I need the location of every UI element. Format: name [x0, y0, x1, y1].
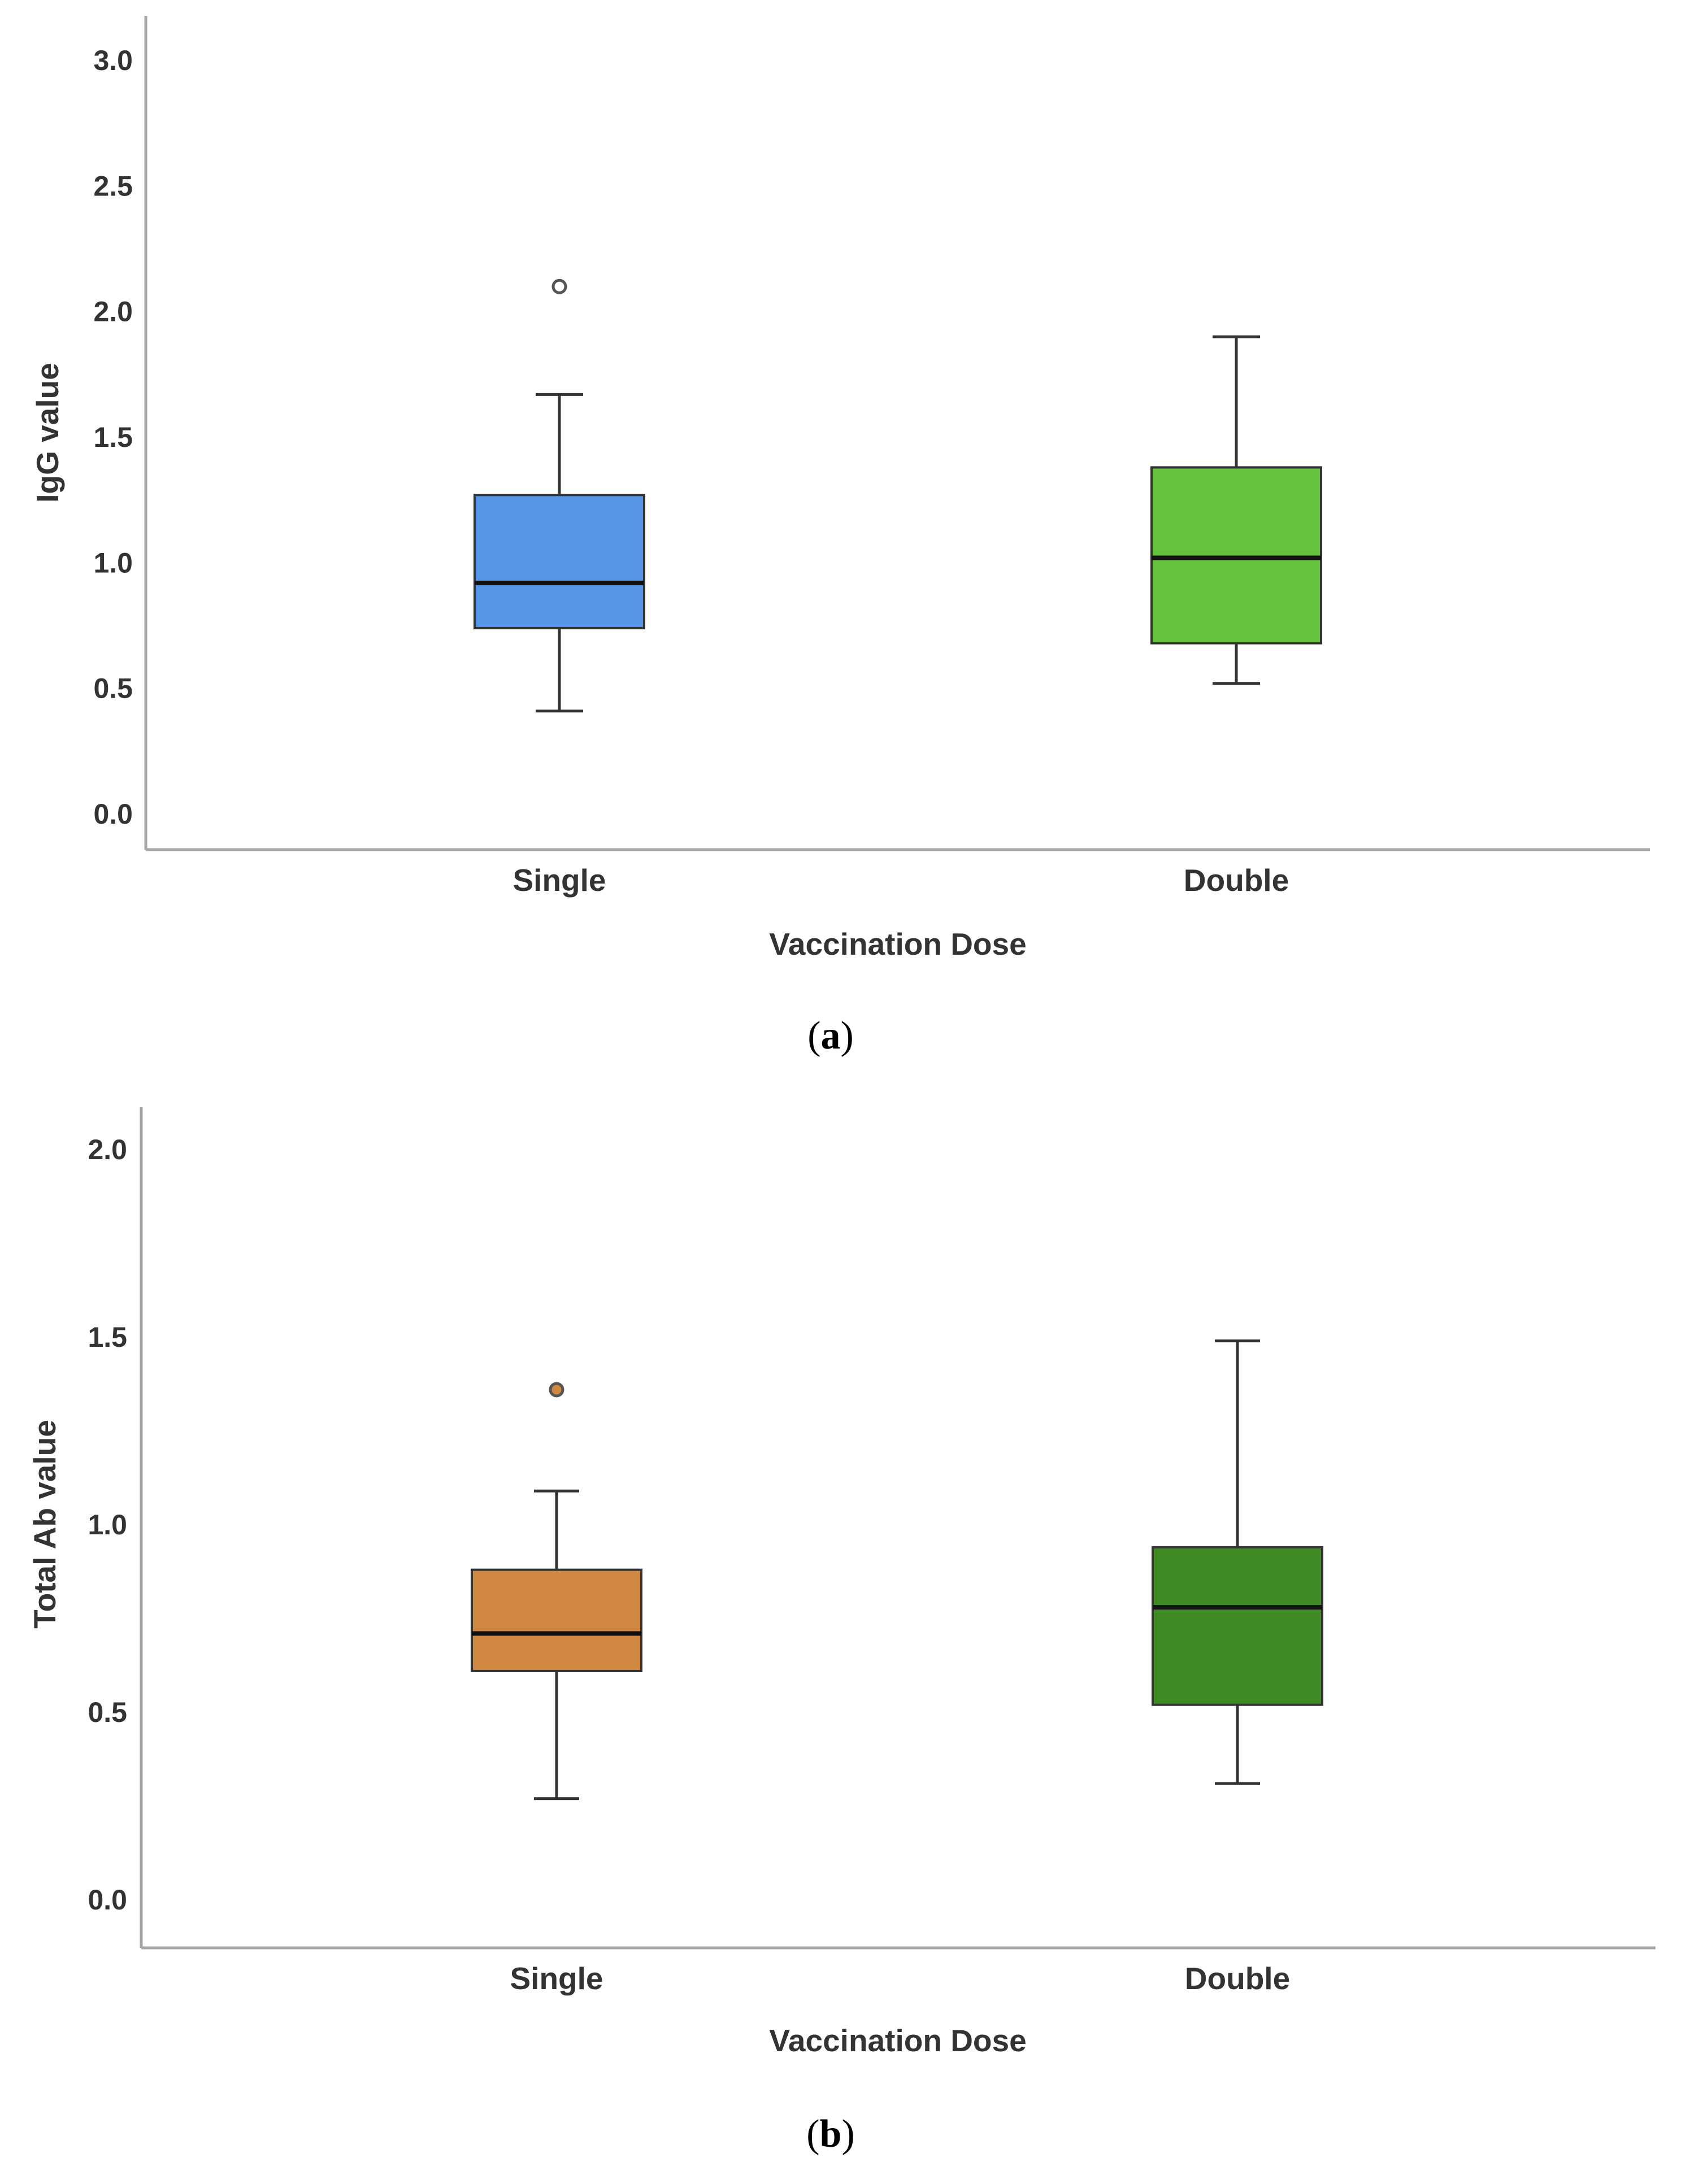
outlier-point: [549, 1382, 564, 1398]
panel-b-y-tick-label: 2.0: [88, 1134, 127, 1165]
panel-a-y-tick-label: 2.5: [93, 170, 133, 202]
outlier-point: [551, 279, 567, 294]
panel-b-box-double: [1152, 1339, 1323, 1785]
panel-a-y-axis-title: IgG value: [30, 363, 65, 503]
panel-a-category-label-single: Single: [512, 863, 606, 898]
panel-b-y-tick-label: 1.5: [88, 1321, 127, 1353]
panel-a-box-double: [1150, 335, 1322, 685]
iqr-box: [474, 494, 645, 629]
panel-a-y-tick-label: 1.5: [93, 421, 133, 453]
iqr-box: [1150, 466, 1322, 645]
iqr-box: [471, 1568, 642, 1672]
panel-a-y-tick-labels: 0.0 0.5 1.0 1.5 2.0 2.5 3.0: [93, 45, 133, 830]
panel-a-caption-letter: a: [821, 1014, 841, 1058]
panel-b-x-axis-title: Vaccination Dose: [769, 2023, 1026, 2058]
panel-b-y-axis-title: Total Ab value: [27, 1420, 62, 1629]
panel-b-y-tick-label: 1.0: [88, 1509, 127, 1541]
panel-a-boxes: [474, 279, 1322, 713]
panel-b-box-single: [471, 1382, 642, 1800]
panel-b-category-label-single: Single: [510, 1961, 603, 1996]
panel-b-caption: (b): [806, 2112, 855, 2156]
panel-a-y-tick-label: 0.0: [93, 798, 133, 830]
panel-a-caption: (a): [807, 1014, 854, 1058]
panel-a-y-tick-label: 0.5: [93, 673, 133, 704]
panel-a-y-tick-label: 3.0: [93, 45, 133, 76]
panel-a-y-tick-label: 2.0: [93, 296, 133, 328]
panel-b-y-tick-labels: 0.0 0.5 1.0 1.5 2.0: [88, 1134, 127, 1916]
panel-b-boxes: [471, 1339, 1323, 1800]
panel-b-y-tick-label: 0.5: [88, 1696, 127, 1728]
panel-a-igg-chart: 0.0 0.5 1.0 1.5 2.0 2.5 3.0 Single Double Vacc…: [30, 16, 1650, 1058]
panel-b-total-ab-chart: 0.0 0.5 1.0 1.5 2.0 Single Double Vaccinatio…: [27, 1107, 1656, 2156]
panel-b-caption-letter: b: [820, 2112, 842, 2156]
panel-a-category-label-double: Double: [1184, 863, 1289, 898]
panel-a-y-tick-label: 1.0: [93, 547, 133, 578]
panel-a-box-single: [474, 279, 645, 713]
panel-a-x-axis-title: Vaccination Dose: [769, 926, 1026, 962]
panel-b-category-label-double: Double: [1185, 1961, 1290, 1996]
iqr-box: [1152, 1546, 1323, 1706]
panel-b-y-tick-label: 0.0: [88, 1884, 127, 1916]
